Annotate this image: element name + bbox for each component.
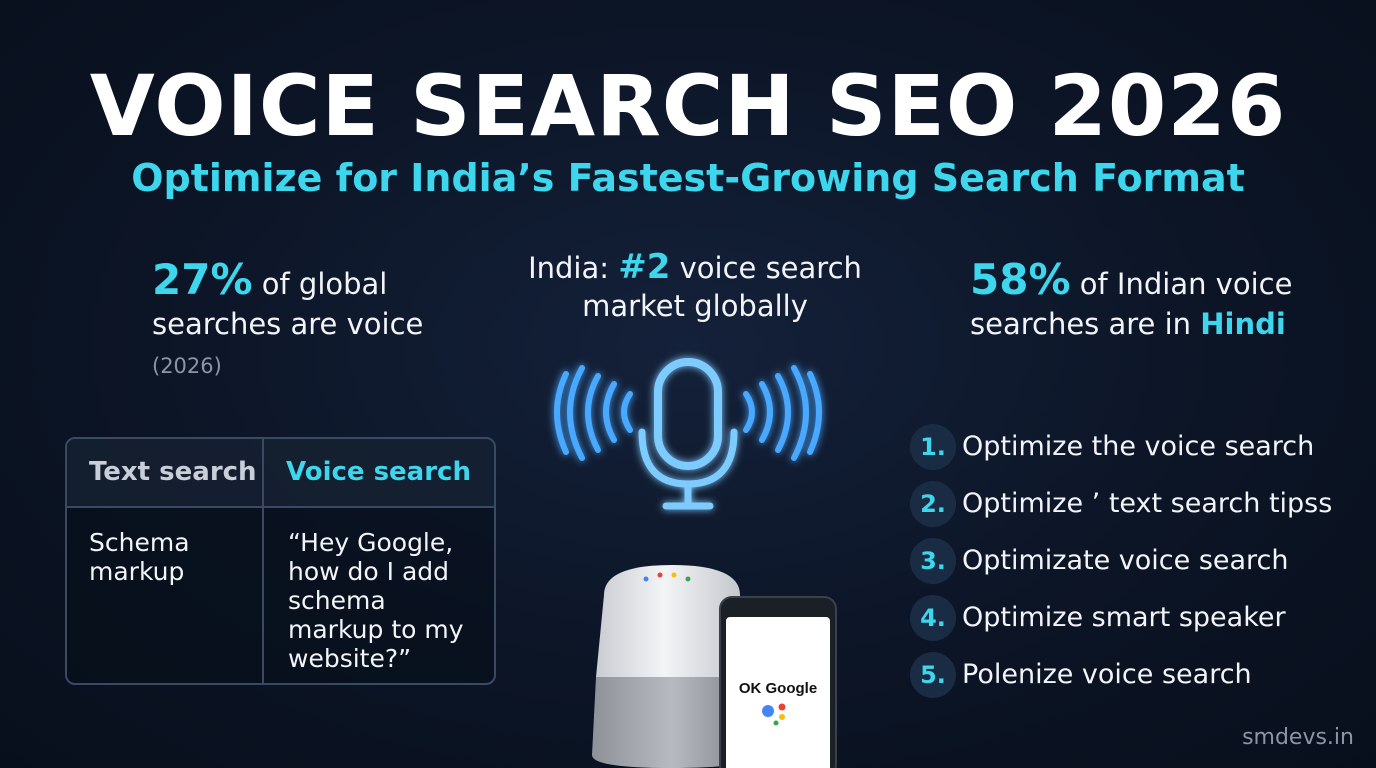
step-text: Optimize smart speaker xyxy=(962,602,1286,633)
step-number-badge: 4. xyxy=(910,594,956,641)
voice-search-example: “Hey Google, how do I add schema markup … xyxy=(288,528,464,673)
comparison-header-row: Text search Voice search xyxy=(67,439,494,508)
step-text: Optimize ’ text search tipss xyxy=(962,488,1333,519)
text-search-example: Schema markup xyxy=(67,508,264,683)
stat-global-voice-share: 27% of global searches are voice (2026) xyxy=(152,259,472,386)
stat-text: of Indian voice xyxy=(1070,267,1293,301)
stat-prefix: India: xyxy=(528,251,619,285)
stat-highlight: Hindi xyxy=(1200,307,1286,341)
stat-text: of global xyxy=(252,267,388,301)
watermark: smdevs.in xyxy=(1242,725,1354,750)
microphone-icon xyxy=(554,358,822,510)
column-header-text-search: Text search xyxy=(67,439,264,506)
list-item: 1. Optimize the voice search xyxy=(910,418,1350,475)
page-subtitle: Optimize for India’s Fastest-Growing Sea… xyxy=(131,156,1245,200)
list-item: 2. Optimize ’ text search tipss xyxy=(910,475,1350,532)
sound-wave-icon xyxy=(554,365,822,461)
step-number-badge: 2. xyxy=(910,480,956,527)
list-item: 5. Polenize voice search xyxy=(910,646,1350,703)
list-item: 3. Optimizate voice search xyxy=(910,532,1350,589)
stat-value: 58% xyxy=(970,255,1071,304)
phone-screen-label: OK Google xyxy=(738,680,818,697)
stat-text: market globally xyxy=(582,289,808,323)
stat-text: searches are in xyxy=(970,307,1201,341)
stat-text: searches are voice xyxy=(152,307,424,341)
step-number-badge: 1. xyxy=(910,423,956,470)
step-number-badge: 5. xyxy=(910,651,956,698)
column-header-voice-search: Voice search xyxy=(286,457,471,487)
smart-speaker-icon xyxy=(592,565,837,768)
step-text: Optimize the voice search xyxy=(962,431,1315,462)
comparison-row: Schema markup “Hey Google, how do I add … xyxy=(67,508,494,683)
stat-value: #2 xyxy=(618,247,671,287)
smartphone-icon xyxy=(719,596,837,768)
stat-india-rank: India: #2 voice search market globally xyxy=(500,248,890,325)
google-assistant-icon xyxy=(762,703,786,726)
step-text: Polenize voice search xyxy=(962,659,1252,690)
step-number-badge: 3. xyxy=(910,537,956,584)
stat-note: (2026) xyxy=(152,354,222,378)
stat-value: 27% xyxy=(152,255,253,304)
page-title: VOICE SEARCH SEO 2026 xyxy=(89,57,1287,155)
optimization-steps-list: 1. Optimize the voice search 2. Optimize… xyxy=(910,418,1350,703)
step-text: Optimizate voice search xyxy=(962,545,1289,576)
stat-hindi-share: 58% of Indian voice searches are in Hind… xyxy=(970,259,1350,344)
list-item: 4. Optimize smart speaker xyxy=(910,589,1350,646)
comparison-table: Text search Voice search Schema markup “… xyxy=(65,437,496,685)
stat-text: voice search xyxy=(670,251,862,285)
